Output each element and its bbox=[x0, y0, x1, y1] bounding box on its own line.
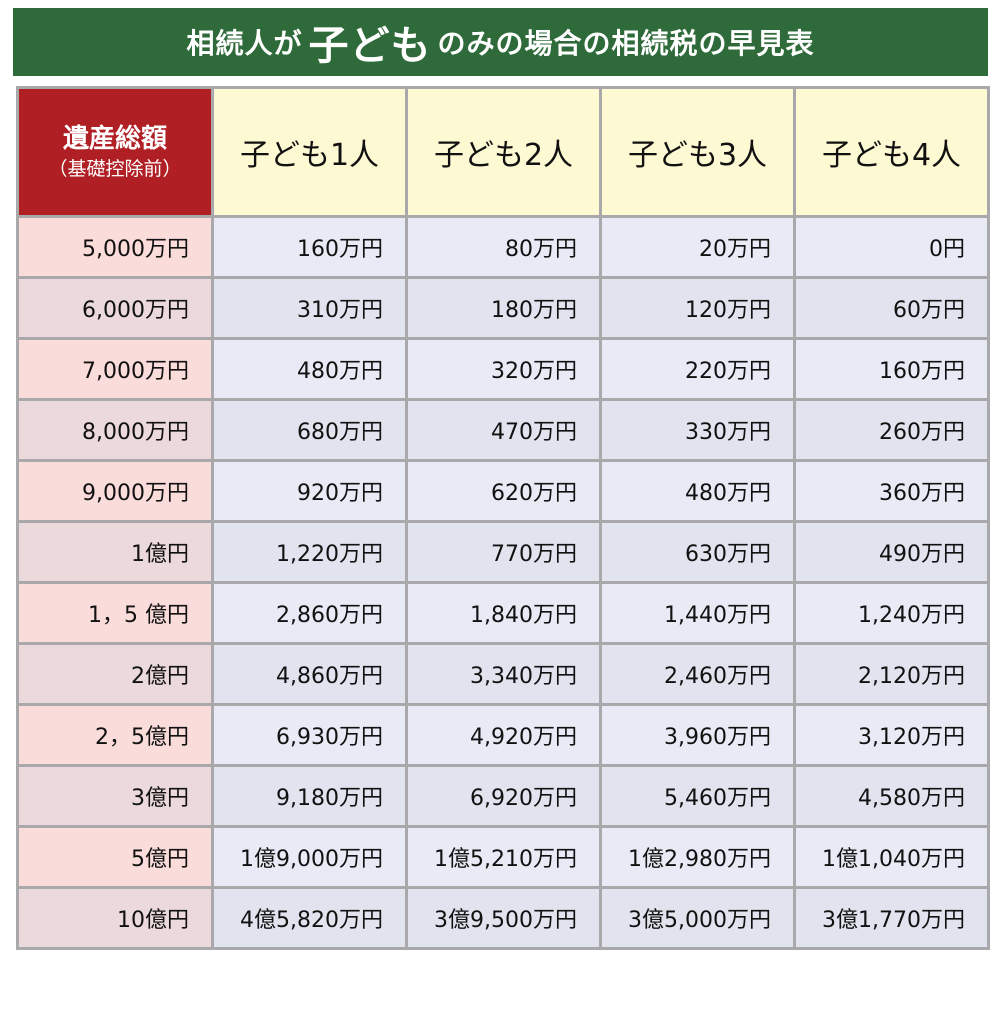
table-row: 6,000万円 310万円 180万円 120万円 60万円 bbox=[16, 276, 990, 340]
estate-amount-cell: 6,000万円 bbox=[16, 276, 214, 340]
tax-amount-cell: 20万円 bbox=[599, 215, 796, 279]
tax-amount-cell: 1,840万円 bbox=[405, 581, 602, 645]
tax-amount-cell: 920万円 bbox=[211, 459, 408, 523]
tax-amount-cell: 0円 bbox=[793, 215, 990, 279]
header-row: 遺産総額 （基礎控除前） 子ども1人 子ども2人 子ども3人 子ども4人 bbox=[16, 86, 990, 218]
tax-amount-cell: 2,860万円 bbox=[211, 581, 408, 645]
estate-amount-cell: 1億円 bbox=[16, 520, 214, 584]
estate-header-label: 遺産総額 bbox=[62, 123, 167, 154]
estate-amount-cell: 2億円 bbox=[16, 642, 214, 706]
tax-amount-cell: 620万円 bbox=[405, 459, 602, 523]
tax-amount-cell: 630万円 bbox=[599, 520, 796, 584]
tax-amount-cell: 480万円 bbox=[599, 459, 796, 523]
tax-amount-cell: 1,440万円 bbox=[599, 581, 796, 645]
tax-amount-cell: 330万円 bbox=[599, 398, 796, 462]
tax-amount-cell: 160万円 bbox=[211, 215, 408, 279]
estate-amount-cell: 1，5 億円 bbox=[16, 581, 214, 645]
tax-amount-cell: 220万円 bbox=[599, 337, 796, 401]
tax-amount-cell: 1億2,980万円 bbox=[599, 825, 796, 889]
table-row: 2，5億円 6,930万円 4,920万円 3,960万円 3,120万円 bbox=[16, 703, 990, 767]
tax-amount-cell: 180万円 bbox=[405, 276, 602, 340]
tax-amount-cell: 680万円 bbox=[211, 398, 408, 462]
tax-amount-cell: 1億9,000万円 bbox=[211, 825, 408, 889]
tax-amount-cell: 4億5,820万円 bbox=[211, 886, 408, 950]
tax-amount-cell: 2,120万円 bbox=[793, 642, 990, 706]
tax-amount-cell: 4,920万円 bbox=[405, 703, 602, 767]
title-emphasis: 子ども bbox=[308, 23, 432, 69]
tax-amount-cell: 470万円 bbox=[405, 398, 602, 462]
tax-amount-cell: 120万円 bbox=[599, 276, 796, 340]
tax-amount-cell: 160万円 bbox=[793, 337, 990, 401]
title-prefix: 相続人が bbox=[186, 27, 303, 60]
table-row: 10億円 4億5,820万円 3億9,500万円 3億5,000万円 3億1,770万円 bbox=[16, 886, 990, 950]
tax-amount-cell: 6,930万円 bbox=[211, 703, 408, 767]
inheritance-tax-table: 遺産総額 （基礎控除前） 子ども1人 子ども2人 子ども3人 子ども4人 5,0… bbox=[16, 86, 990, 950]
table-row: 8,000万円 680万円 470万円 330万円 260万円 bbox=[16, 398, 990, 462]
tax-amount-cell: 80万円 bbox=[405, 215, 602, 279]
tax-amount-cell: 60万円 bbox=[793, 276, 990, 340]
tax-amount-cell: 4,580万円 bbox=[793, 764, 990, 828]
table-row: 7,000万円 480万円 320万円 220万円 160万円 bbox=[16, 337, 990, 401]
column-header: 子ども1人 bbox=[211, 86, 408, 218]
tax-amount-cell: 9,180万円 bbox=[211, 764, 408, 828]
tax-amount-cell: 3,960万円 bbox=[599, 703, 796, 767]
estate-amount-cell: 8,000万円 bbox=[16, 398, 214, 462]
tax-amount-cell: 6,920万円 bbox=[405, 764, 602, 828]
estate-amount-cell: 9,000万円 bbox=[16, 459, 214, 523]
tax-amount-cell: 320万円 bbox=[405, 337, 602, 401]
tax-amount-cell: 480万円 bbox=[211, 337, 408, 401]
tax-amount-cell: 3億5,000万円 bbox=[599, 886, 796, 950]
table-row: 2億円 4,860万円 3,340万円 2,460万円 2,120万円 bbox=[16, 642, 990, 706]
estate-amount-cell: 5億円 bbox=[16, 825, 214, 889]
table-row: 1，5 億円 2,860万円 1,840万円 1,440万円 1,240万円 bbox=[16, 581, 990, 645]
tax-amount-cell: 360万円 bbox=[793, 459, 990, 523]
table-row: 9,000万円 920万円 620万円 480万円 360万円 bbox=[16, 459, 990, 523]
column-header: 子ども2人 bbox=[405, 86, 602, 218]
estate-header: 遺産総額 （基礎控除前） bbox=[16, 86, 214, 218]
column-header: 子ども3人 bbox=[599, 86, 796, 218]
tax-amount-cell: 5,460万円 bbox=[599, 764, 796, 828]
tax-amount-cell: 3,340万円 bbox=[405, 642, 602, 706]
estate-amount-cell: 10億円 bbox=[16, 886, 214, 950]
tax-amount-cell: 770万円 bbox=[405, 520, 602, 584]
tax-amount-cell: 1億5,210万円 bbox=[405, 825, 602, 889]
tax-amount-cell: 1,220万円 bbox=[211, 520, 408, 584]
tax-amount-cell: 3億1,770万円 bbox=[793, 886, 990, 950]
tax-amount-cell: 1億1,040万円 bbox=[793, 825, 990, 889]
tax-amount-cell: 1,240万円 bbox=[793, 581, 990, 645]
column-header: 子ども4人 bbox=[793, 86, 990, 218]
title-suffix: のみの場合の相続税の早見表 bbox=[437, 27, 815, 60]
estate-amount-cell: 7,000万円 bbox=[16, 337, 214, 401]
estate-amount-cell: 2，5億円 bbox=[16, 703, 214, 767]
tax-amount-cell: 260万円 bbox=[793, 398, 990, 462]
tax-amount-cell: 3億9,500万円 bbox=[405, 886, 602, 950]
estate-header-sub: （基礎控除前） bbox=[48, 157, 182, 180]
tax-amount-cell: 490万円 bbox=[793, 520, 990, 584]
tax-amount-cell: 4,860万円 bbox=[211, 642, 408, 706]
tax-amount-cell: 2,460万円 bbox=[599, 642, 796, 706]
table-title: 相続人が 子ども のみの場合の相続税の早見表 bbox=[13, 8, 988, 76]
tax-amount-cell: 310万円 bbox=[211, 276, 408, 340]
table-row: 5億円 1億9,000万円 1億5,210万円 1億2,980万円 1億1,040万円 bbox=[16, 825, 990, 889]
tax-amount-cell: 3,120万円 bbox=[793, 703, 990, 767]
estate-amount-cell: 3億円 bbox=[16, 764, 214, 828]
estate-amount-cell: 5,000万円 bbox=[16, 215, 214, 279]
table-row: 5,000万円 160万円 80万円 20万円 0円 bbox=[16, 215, 990, 279]
table-row: 1億円 1,220万円 770万円 630万円 490万円 bbox=[16, 520, 990, 584]
table-row: 3億円 9,180万円 6,920万円 5,460万円 4,580万円 bbox=[16, 764, 990, 828]
